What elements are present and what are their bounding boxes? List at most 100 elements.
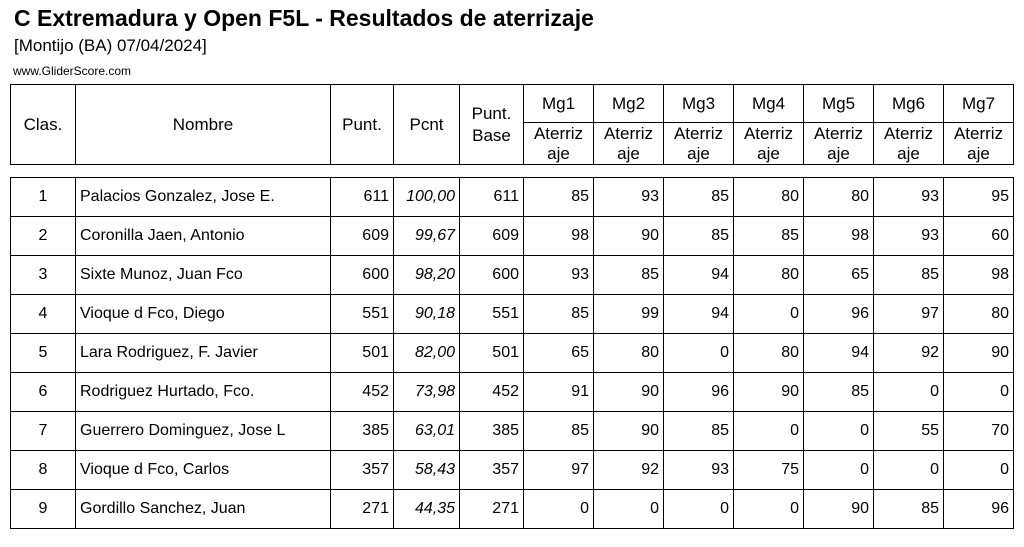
pilot-name-cell: Sixte Munoz, Juan Fco xyxy=(75,255,331,295)
table-row: 7 Guerrero Dominguez, Jose L 385 63,01 385 85… xyxy=(10,411,1014,451)
placement-cell: 9 xyxy=(10,489,76,529)
round-score-cell: 95 xyxy=(943,177,1014,217)
col-header-punt-base: Punt. Base xyxy=(459,84,524,165)
table-row: 4 Vioque d Fco, Diego 551 90,18 551 85 99 94 0 96… xyxy=(10,294,1014,334)
pilot-name-cell: Palacios Gonzalez, Jose E. xyxy=(75,177,331,217)
round-score-cell: 91 xyxy=(523,372,594,412)
round-score-cell: 93 xyxy=(523,255,594,295)
col-subheader-mg1: Aterriz aje xyxy=(523,122,594,165)
col-header-pcnt: Pcnt xyxy=(393,84,460,165)
round-score-cell: 85 xyxy=(663,216,734,256)
round-score-cell: 70 xyxy=(943,411,1014,451)
col-header-mg5: Mg5 xyxy=(803,84,874,123)
percent-cell: 73,98 xyxy=(393,372,460,412)
round-score-cell: 80 xyxy=(733,177,804,217)
points-cell: 551 xyxy=(330,294,394,334)
round-score-cell: 90 xyxy=(803,489,874,529)
round-score-cell: 92 xyxy=(593,450,664,490)
base-points-cell: 385 xyxy=(459,411,524,451)
table-row: 6 Rodriguez Hurtado, Fco. 452 73,98 452 91 90 9… xyxy=(10,372,1014,412)
round-score-cell: 85 xyxy=(663,411,734,451)
round-score-cell: 90 xyxy=(593,411,664,451)
placement-cell: 8 xyxy=(10,450,76,490)
round-score-cell: 94 xyxy=(663,255,734,295)
round-score-cell: 98 xyxy=(803,216,874,256)
col-header-clas: Clas. xyxy=(10,84,76,165)
col-header-mg4: Mg4 xyxy=(733,84,804,123)
site-url: www.GliderScore.com xyxy=(13,64,132,78)
points-cell: 600 xyxy=(330,255,394,295)
percent-cell: 58,43 xyxy=(393,450,460,490)
base-points-cell: 501 xyxy=(459,333,524,373)
points-cell: 452 xyxy=(330,372,394,412)
base-points-cell: 357 xyxy=(459,450,524,490)
placement-cell: 3 xyxy=(10,255,76,295)
round-score-cell: 0 xyxy=(803,450,874,490)
base-points-cell: 611 xyxy=(459,177,524,217)
points-cell: 501 xyxy=(330,333,394,373)
table-row: 1 Palacios Gonzalez, Jose E. 611 100,00 611 8… xyxy=(10,177,1014,217)
round-score-cell: 80 xyxy=(733,333,804,373)
percent-cell: 63,01 xyxy=(393,411,460,451)
percent-cell: 44,35 xyxy=(393,489,460,529)
placement-cell: 6 xyxy=(10,372,76,412)
base-points-cell: 609 xyxy=(459,216,524,256)
round-score-cell: 0 xyxy=(733,294,804,334)
results-table: 1 Palacios Gonzalez, Jose E. 611 100,00 611 8… xyxy=(10,177,1014,529)
round-score-cell: 90 xyxy=(733,372,804,412)
round-score-cell: 0 xyxy=(943,372,1014,412)
round-score-cell: 65 xyxy=(523,333,594,373)
round-score-cell: 97 xyxy=(873,294,944,334)
base-points-cell: 452 xyxy=(459,372,524,412)
round-score-cell: 85 xyxy=(803,372,874,412)
round-score-cell: 0 xyxy=(733,489,804,529)
round-score-cell: 98 xyxy=(943,255,1014,295)
table-row: 5 Lara Rodriguez, F. Javier 501 82,00 501 65 8… xyxy=(10,333,1014,373)
round-score-cell: 96 xyxy=(663,372,734,412)
col-header-mg7: Mg7 xyxy=(943,84,1014,123)
round-score-cell: 92 xyxy=(873,333,944,373)
round-score-cell: 93 xyxy=(663,450,734,490)
round-score-cell: 85 xyxy=(593,255,664,295)
round-score-cell: 93 xyxy=(873,177,944,217)
round-score-cell: 75 xyxy=(733,450,804,490)
round-score-cell: 96 xyxy=(943,489,1014,529)
round-score-cell: 60 xyxy=(943,216,1014,256)
col-subheader-mg7: Aterriz aje xyxy=(943,122,1014,165)
base-points-cell: 600 xyxy=(459,255,524,295)
table-row: 9 Gordillo Sanchez, Juan 271 44,35 271 0 0 0 0 90… xyxy=(10,489,1014,529)
round-score-cell: 90 xyxy=(593,216,664,256)
pilot-name-cell: Lara Rodriguez, F. Javier xyxy=(75,333,331,373)
pilot-name-cell: Vioque d Fco, Carlos xyxy=(75,450,331,490)
round-score-cell: 97 xyxy=(523,450,594,490)
round-score-cell: 85 xyxy=(663,177,734,217)
pilot-name-cell: Gordillo Sanchez, Juan xyxy=(75,489,331,529)
results-header: Clas. Nombre Punt. Pcnt Punt. Base Mg1 M… xyxy=(10,84,1014,165)
pilot-name-cell: Vioque d Fco, Diego xyxy=(75,294,331,334)
round-score-cell: 65 xyxy=(803,255,874,295)
table-row: 3 Sixte Munoz, Juan Fco 600 98,20 600 93 85 94 8… xyxy=(10,255,1014,295)
round-score-cell: 0 xyxy=(943,450,1014,490)
round-score-cell: 0 xyxy=(663,489,734,529)
points-cell: 611 xyxy=(330,177,394,217)
col-subheader-mg6: Aterriz aje xyxy=(873,122,944,165)
round-score-cell: 85 xyxy=(523,294,594,334)
round-score-cell: 85 xyxy=(873,255,944,295)
pilot-name-cell: Guerrero Dominguez, Jose L xyxy=(75,411,331,451)
round-score-cell: 98 xyxy=(523,216,594,256)
percent-cell: 82,00 xyxy=(393,333,460,373)
round-score-cell: 0 xyxy=(803,411,874,451)
round-score-cell: 90 xyxy=(943,333,1014,373)
round-score-cell: 0 xyxy=(873,450,944,490)
col-header-punt: Punt. xyxy=(330,84,394,165)
round-score-cell: 0 xyxy=(873,372,944,412)
placement-cell: 2 xyxy=(10,216,76,256)
points-cell: 609 xyxy=(330,216,394,256)
table-row: 2 Coronilla Jaen, Antonio 609 99,67 609 98 90 8… xyxy=(10,216,1014,256)
table-row: 8 Vioque d Fco, Carlos 357 58,43 357 97 92 93 75… xyxy=(10,450,1014,490)
percent-cell: 98,20 xyxy=(393,255,460,295)
points-cell: 357 xyxy=(330,450,394,490)
event-location-date: [Montijo (BA) 07/04/2024] xyxy=(14,36,207,55)
page-title: C Extremadura y Open F5L - Resultados de… xyxy=(14,5,594,31)
round-score-cell: 93 xyxy=(593,177,664,217)
